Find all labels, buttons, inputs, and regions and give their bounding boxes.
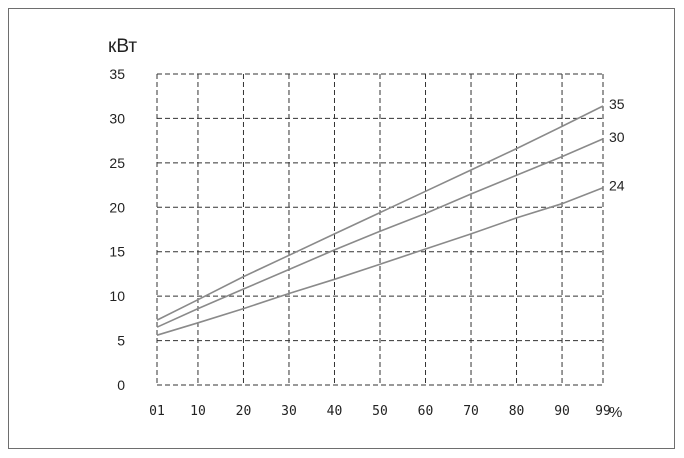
x-tick-label: 30: [281, 404, 297, 419]
y-tick-label: 0: [117, 377, 125, 393]
y-tick-label: 5: [117, 333, 125, 349]
grid-layer: [156, 73, 604, 386]
series-line-30: [156, 138, 604, 328]
x-axis-unit-label: %: [609, 404, 622, 421]
y-tick-label: 10: [109, 288, 125, 304]
chart-frame: [8, 8, 675, 449]
x-tick-labels: 01 10 20 30 40 50 60 70 80 90 99: [149, 404, 611, 419]
y-axis-unit-label: кВт: [108, 36, 137, 57]
series-label-35: 35: [609, 96, 625, 112]
x-tick-label: 80: [509, 404, 525, 419]
y-tick-label: 30: [109, 110, 125, 126]
x-tick-label: 90: [554, 404, 570, 419]
series-label-30: 30: [609, 129, 625, 145]
y-tick-label: 20: [109, 199, 125, 215]
y-tick-label: 25: [109, 155, 125, 171]
series-line-24: [156, 186, 604, 336]
series-line-35: [156, 105, 604, 321]
series-labels: 35 30 24: [609, 96, 625, 194]
y-tick-label: 15: [109, 244, 125, 260]
x-tick-label: 50: [372, 404, 388, 419]
x-tick-label: 10: [190, 404, 206, 419]
x-tick-label: 70: [463, 404, 479, 419]
y-tick-label: 35: [109, 66, 125, 82]
x-tick-label: 60: [418, 404, 434, 419]
x-tick-label: 01: [149, 404, 165, 419]
x-tick-label: 40: [327, 404, 343, 419]
x-tick-label: 20: [236, 404, 252, 419]
series-layer: [156, 105, 604, 336]
y-tick-labels: 0 5 10 15 20 25 30 35: [109, 66, 125, 393]
series-label-24: 24: [609, 178, 625, 194]
x-tick-label: 99: [595, 404, 611, 419]
